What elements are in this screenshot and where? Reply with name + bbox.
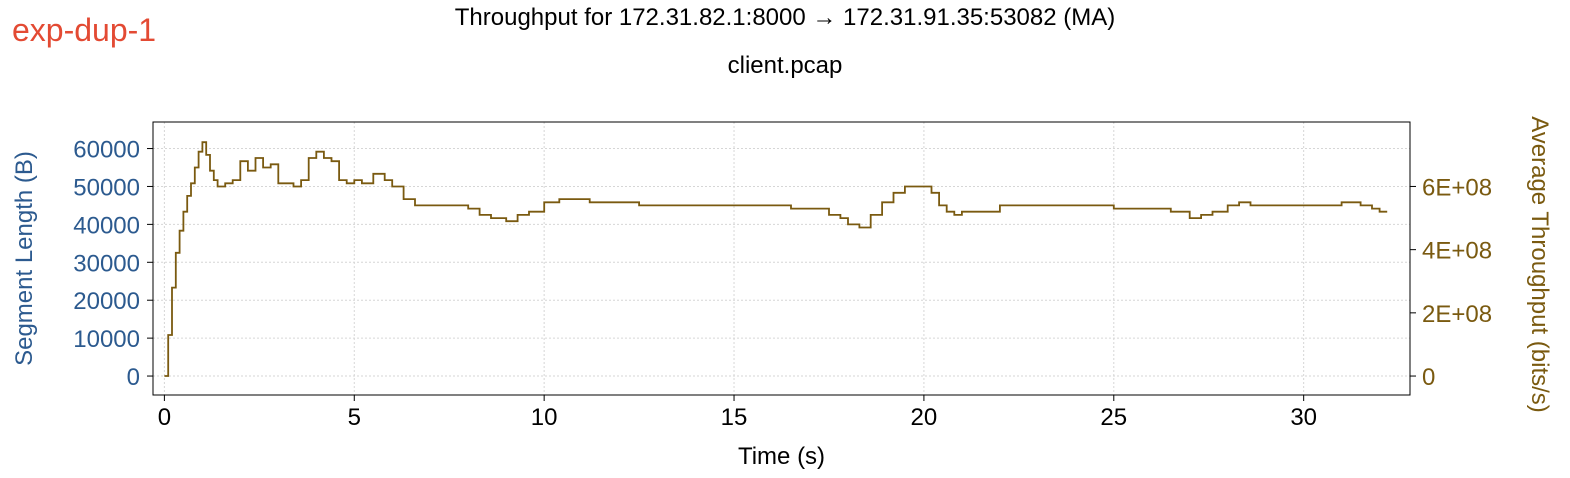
x-tick-label: 25 [1100,404,1127,431]
y-left-tick-label: 40000 [73,212,140,239]
plot-frame [152,121,1411,396]
chart-subtitle: client.pcap [727,52,843,79]
y-left-tick-label: 50000 [73,174,140,201]
y-right-tick-label: 6E+08 [1422,174,1492,201]
x-tick-label: 0 [158,404,171,431]
y-right-tick-label: 2E+08 [1422,301,1492,328]
x-axis-label: Time (s) [738,443,825,470]
x-tick-label: 10 [531,404,558,431]
x-tick-label: 5 [348,404,361,431]
chart-title: Throughput for 172.31.82.1:8000 → 172.31… [454,4,1116,31]
series-layer[interactable] [164,141,1388,377]
x-tick-label: 30 [1290,404,1317,431]
y-right-tick-label: 0 [1422,364,1435,391]
y-left-tick-label: 0 [127,364,140,391]
grid-lines [153,122,1410,395]
y-right-axis-label: Average Throughput (bits/s) [1526,116,1553,413]
x-tick-label: 20 [911,404,938,431]
experiment-label: exp-dup-1 [12,12,157,48]
y-left-tick-label: 30000 [73,250,140,277]
y-left-tick-label: 60000 [73,137,140,164]
y-right-tick-label: 4E+08 [1422,238,1492,265]
y-left-tick-label: 10000 [73,326,140,353]
y-left-tick-label: 20000 [73,288,140,315]
y-left-axis-label: Segment Length (B) [11,151,38,366]
series-line[interactable] [164,141,1388,377]
x-tick-label: 15 [721,404,748,431]
axis-ticks: 0 5 10 15 20 25 30 0 10000 20000 30000 40000 50000 60… [73,137,1492,431]
